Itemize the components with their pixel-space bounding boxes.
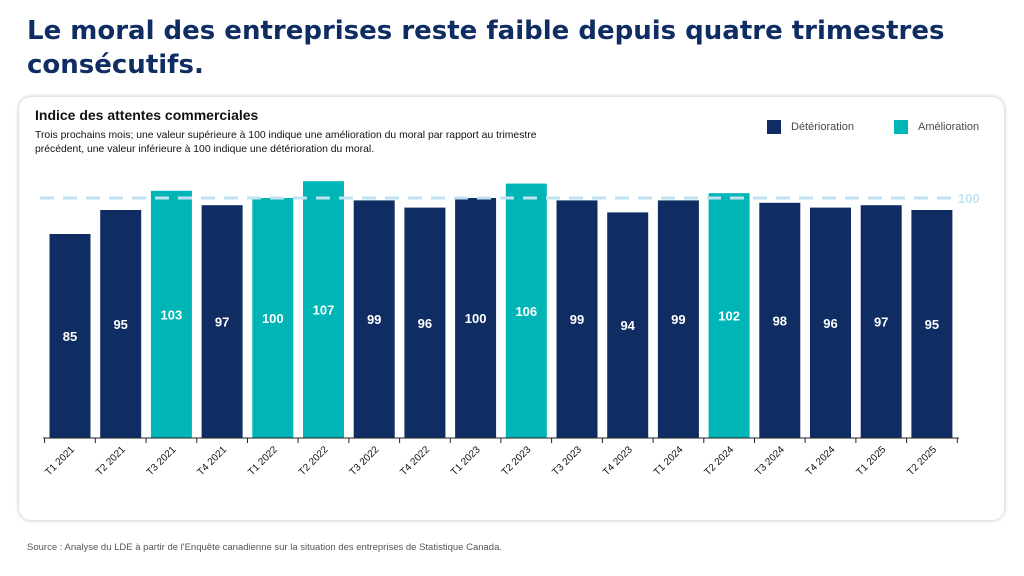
bar-value-label: 100 [465,311,487,326]
bar-t1-2025 [860,205,902,438]
bar-value-label: 85 [63,329,77,344]
bar-t1-2024 [657,200,699,438]
x-tick-label: T1 2023 [449,444,483,478]
x-tick-label: T2 2025 [905,444,939,478]
x-tick-label: T4 2022 [398,444,432,478]
bar-value-label: 99 [671,312,685,327]
x-tick-label: T2 2022 [297,444,331,478]
bar-value-label: 94 [620,318,635,333]
x-tick-label: T3 2022 [348,444,382,478]
x-tick-label: T2 2023 [500,444,534,478]
bar-value-label: 96 [823,316,837,331]
bar-value-label: 107 [313,303,335,318]
bar-value-label: 95 [113,317,127,332]
x-tick-label: T3 2023 [550,444,584,478]
reference-line-label: 100 [958,191,980,206]
chart-title: Indice des attentes commerciales [35,107,259,123]
bar-t3-2024 [759,202,801,438]
x-tick-label: T2 2024 [702,444,736,478]
page-headline: Le moral des entreprises reste faible de… [27,16,945,80]
x-tick-label: T1 2022 [246,444,280,478]
legend-label-amelioration: Amélioration [918,121,980,133]
legend-item-deterioration: Détérioration [767,119,854,135]
bar-value-label: 97 [215,315,229,330]
bar-t3-2021 [150,190,192,438]
bar-t4-2021 [201,205,243,438]
bar-value-label: 100 [262,311,284,326]
bar-value-label: 106 [515,304,537,319]
bar-t1-2022 [252,198,294,438]
x-tick-label: T4 2024 [804,444,838,478]
bar-t2-2021 [100,210,142,438]
x-tick-label: T1 2024 [652,444,686,478]
bar-t4-2024 [810,207,851,438]
source-note: Source : Analyse du LDE à partir de l'En… [27,542,502,553]
x-tick-label: T1 2021 [43,444,77,478]
bar-value-label: 96 [418,316,432,331]
bar-value-label: 95 [925,317,939,332]
bar-value-label: 99 [367,312,381,327]
bar-value-label: 99 [570,312,584,327]
bar-value-label: 103 [161,307,183,322]
bar-value-label: 102 [718,309,740,324]
bar-t2-2022 [303,181,344,438]
x-tick-label: T3 2021 [145,444,179,478]
legend-swatch-deterioration [767,120,781,134]
bar-value-label: 98 [773,313,787,328]
bar-t3-2023 [556,200,598,438]
bar-t4-2023 [607,212,649,438]
legend-swatch-amelioration [894,120,908,134]
bar-t2-2024 [708,193,750,438]
x-tick-label: T1 2025 [855,444,889,478]
x-tick-label: T3 2024 [753,444,787,478]
bar-t3-2022 [353,200,395,438]
bar-t4-2022 [404,207,446,438]
x-tick-label: T2 2021 [94,444,128,478]
x-tick-label: T4 2023 [601,444,635,478]
legend-item-amelioration: Amélioration [894,119,979,135]
legend-label-deterioration: Détérioration [791,121,854,133]
x-tick-label: T4 2021 [195,444,229,478]
bar-t1-2023 [455,198,497,438]
chart-subtitle: Trois prochains mois; une valeur supérie… [35,130,537,155]
bar-t1-2021 [49,234,91,438]
bar-value-label: 97 [874,315,888,330]
bar-t2-2023 [505,183,547,438]
bar-t2-2025 [911,210,953,438]
